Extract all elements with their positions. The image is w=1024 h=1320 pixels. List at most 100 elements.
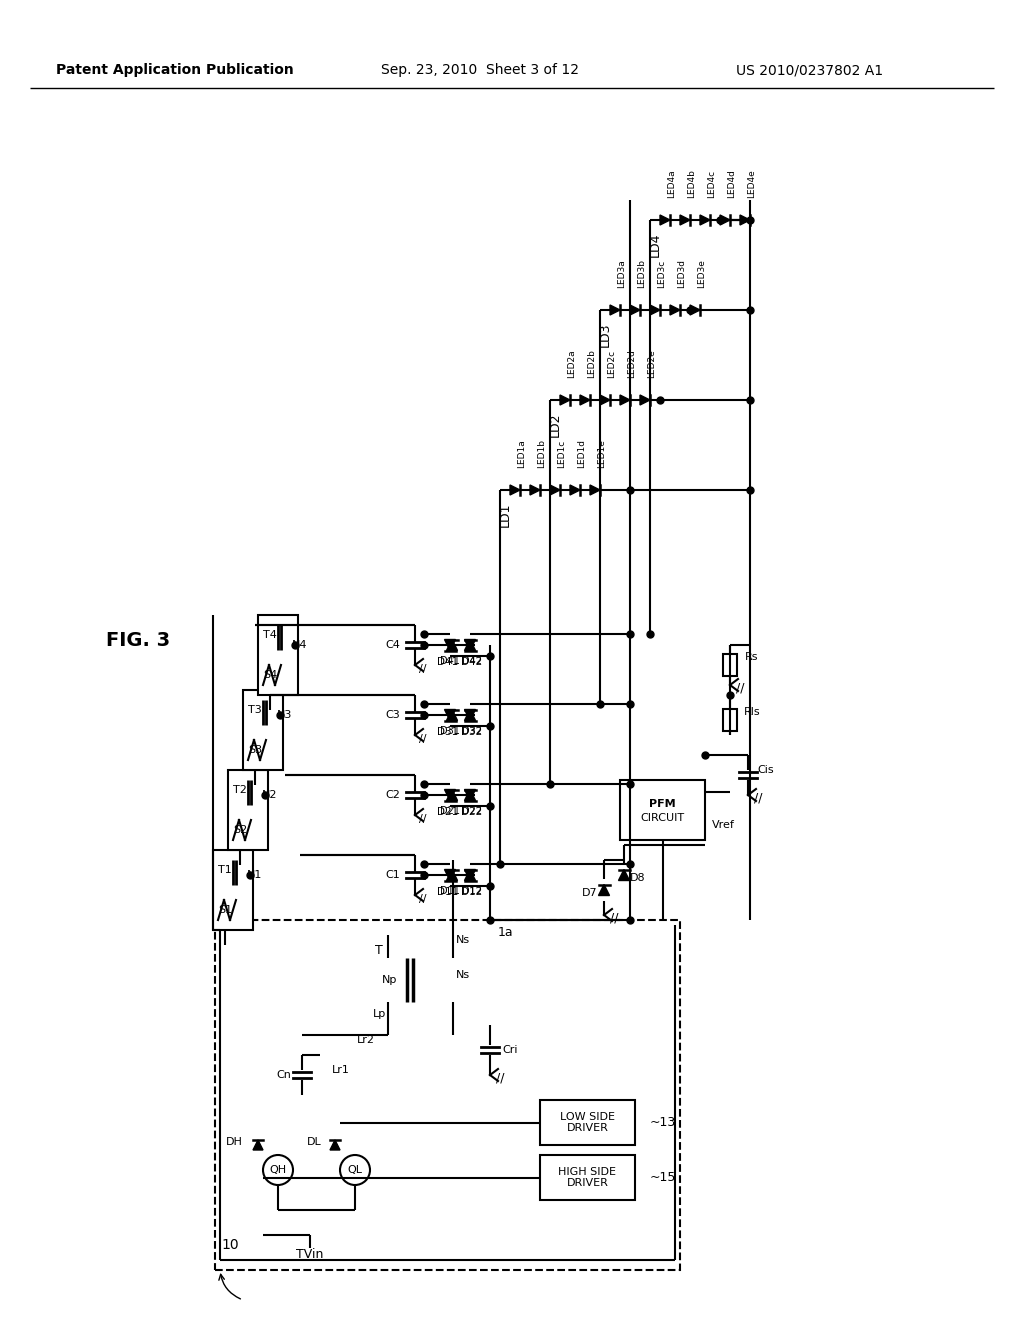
Text: Rls: Rls xyxy=(743,708,760,717)
Text: LED1d: LED1d xyxy=(577,440,586,469)
Polygon shape xyxy=(670,305,680,315)
Polygon shape xyxy=(465,639,475,651)
Text: Lr1: Lr1 xyxy=(332,1065,350,1074)
Text: D42: D42 xyxy=(462,656,482,667)
Text: Lp: Lp xyxy=(373,1008,386,1019)
Text: ~15: ~15 xyxy=(650,1171,676,1184)
Text: LED3e: LED3e xyxy=(697,259,706,288)
Text: D11: D11 xyxy=(437,887,459,898)
Polygon shape xyxy=(465,710,475,721)
Text: C2: C2 xyxy=(386,789,400,800)
Text: LD4: LD4 xyxy=(648,232,662,257)
Bar xyxy=(620,780,705,840)
Polygon shape xyxy=(446,870,458,880)
Text: D21: D21 xyxy=(437,807,459,817)
Text: C4: C4 xyxy=(386,640,400,649)
Text: Lr2: Lr2 xyxy=(357,1035,375,1045)
Text: //: // xyxy=(754,792,762,804)
Text: Rs: Rs xyxy=(745,652,759,663)
Text: D41: D41 xyxy=(440,656,460,667)
Text: TVin: TVin xyxy=(296,1249,324,1262)
Text: LED1b: LED1b xyxy=(537,440,546,469)
Polygon shape xyxy=(690,305,700,315)
Text: //: // xyxy=(419,894,427,904)
Polygon shape xyxy=(465,870,475,880)
Text: LED4d: LED4d xyxy=(727,169,736,198)
Text: N4: N4 xyxy=(292,640,308,649)
Polygon shape xyxy=(444,710,456,721)
Text: ~13: ~13 xyxy=(650,1115,676,1129)
Bar xyxy=(228,770,268,850)
Text: HIGH SIDE
DRIVER: HIGH SIDE DRIVER xyxy=(558,1167,616,1188)
Polygon shape xyxy=(630,305,640,315)
Text: DH: DH xyxy=(226,1137,243,1147)
Polygon shape xyxy=(610,305,620,315)
Text: LD2: LD2 xyxy=(549,413,561,437)
Text: D11: D11 xyxy=(440,886,460,896)
Text: D12: D12 xyxy=(462,887,482,898)
Text: //: // xyxy=(736,681,744,694)
Text: D32: D32 xyxy=(462,726,482,737)
Text: N1: N1 xyxy=(248,870,263,880)
Text: Ns: Ns xyxy=(456,935,470,945)
Text: D21: D21 xyxy=(440,807,460,816)
Text: Patent Application Publication: Patent Application Publication xyxy=(56,63,294,77)
Text: S2: S2 xyxy=(232,825,247,836)
Text: LED2c: LED2c xyxy=(607,350,616,378)
Polygon shape xyxy=(660,215,670,224)
Text: Sep. 23, 2010  Sheet 3 of 12: Sep. 23, 2010 Sheet 3 of 12 xyxy=(381,63,579,77)
Polygon shape xyxy=(444,789,456,800)
Text: D22: D22 xyxy=(462,807,482,816)
Text: DL: DL xyxy=(307,1137,322,1147)
Text: //: // xyxy=(496,1072,504,1085)
Text: //: // xyxy=(419,734,427,744)
Text: S4: S4 xyxy=(263,671,278,680)
Polygon shape xyxy=(590,484,600,495)
Polygon shape xyxy=(446,639,458,651)
Bar xyxy=(540,1100,635,1144)
Text: D7: D7 xyxy=(583,888,598,898)
Bar xyxy=(540,1155,635,1200)
Text: D32: D32 xyxy=(462,727,482,737)
Text: T1: T1 xyxy=(218,865,231,875)
Text: CIRCUIT: CIRCUIT xyxy=(640,813,685,822)
Text: LOW SIDE
DRIVER: LOW SIDE DRIVER xyxy=(560,1111,615,1134)
Text: LED1e: LED1e xyxy=(597,440,606,469)
Text: LED2b: LED2b xyxy=(587,348,596,378)
Text: LD3: LD3 xyxy=(598,323,611,347)
Bar xyxy=(213,850,253,931)
Text: 1a: 1a xyxy=(498,925,514,939)
Text: 10: 10 xyxy=(221,1238,239,1251)
Text: LED2a: LED2a xyxy=(567,350,575,378)
Text: D12: D12 xyxy=(462,886,482,896)
Text: S1: S1 xyxy=(218,906,232,915)
Text: LED4b: LED4b xyxy=(687,169,696,198)
Text: Vref: Vref xyxy=(712,820,734,830)
Text: LED4c: LED4c xyxy=(707,170,716,198)
Text: D42: D42 xyxy=(462,657,482,667)
Text: LED3c: LED3c xyxy=(657,260,666,288)
Polygon shape xyxy=(465,789,475,800)
Polygon shape xyxy=(446,710,458,721)
Polygon shape xyxy=(570,484,580,495)
Text: Cri: Cri xyxy=(502,1045,518,1055)
Polygon shape xyxy=(620,395,630,405)
Text: PFM: PFM xyxy=(649,799,676,809)
Polygon shape xyxy=(580,395,590,405)
Text: C1: C1 xyxy=(386,870,400,880)
Text: C3: C3 xyxy=(386,710,400,719)
Text: D31: D31 xyxy=(437,727,459,737)
Text: T2: T2 xyxy=(233,785,247,795)
Text: Cn: Cn xyxy=(276,1071,292,1080)
Text: LED4e: LED4e xyxy=(746,169,756,198)
Text: FIG. 3: FIG. 3 xyxy=(105,631,170,649)
Text: LED3a: LED3a xyxy=(617,259,626,288)
Text: N3: N3 xyxy=(278,710,293,719)
Polygon shape xyxy=(446,789,458,800)
Polygon shape xyxy=(253,1140,263,1150)
Text: //: // xyxy=(419,814,427,824)
Text: Np: Np xyxy=(382,975,397,985)
Polygon shape xyxy=(465,870,475,880)
Text: N2: N2 xyxy=(262,789,278,800)
Polygon shape xyxy=(640,395,650,405)
